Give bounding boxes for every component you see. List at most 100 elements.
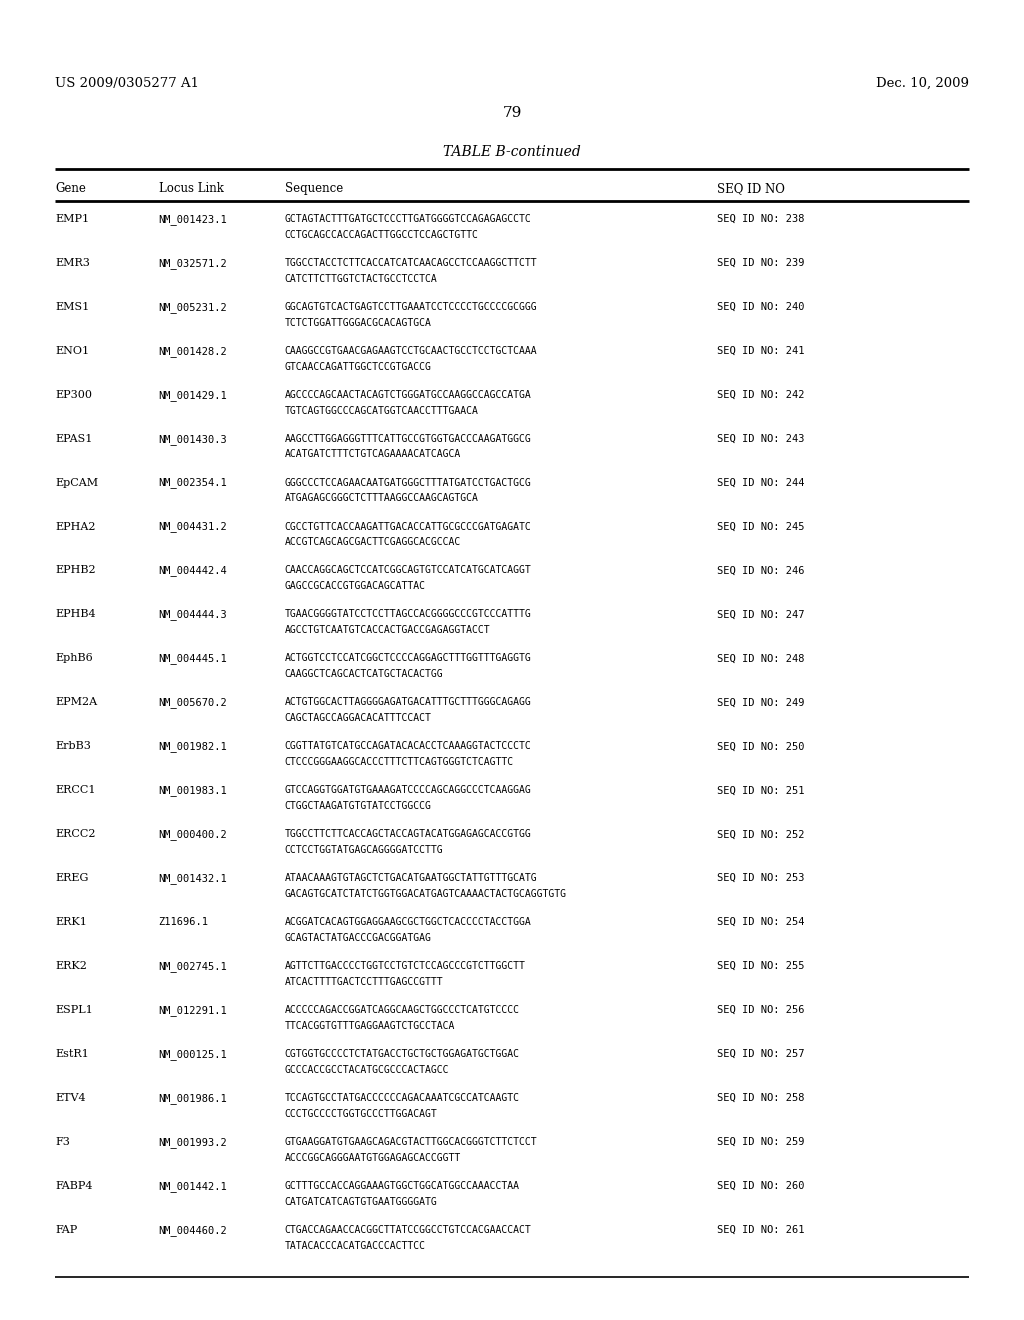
Text: SEQ ID NO: 260: SEQ ID NO: 260: [717, 1181, 804, 1191]
Text: NM_001432.1: NM_001432.1: [159, 874, 227, 884]
Text: SEQ ID NO: 238: SEQ ID NO: 238: [717, 214, 804, 224]
Text: AGCCTGTCAATGTCACCACTGACCGAGAGGTACCT: AGCCTGTCAATGTCACCACTGACCGAGAGGTACCT: [285, 626, 490, 635]
Text: CGCCTGTTCACCAAGATTGACACCATTGCGCCCGATGAGATC: CGCCTGTTCACCAAGATTGACACCATTGCGCCCGATGAGA…: [285, 521, 531, 532]
Text: NM_001982.1: NM_001982.1: [159, 742, 227, 752]
Text: ACCCGGCAGGGAATGTGGAGAGCACCGGTT: ACCCGGCAGGGAATGTGGAGAGCACCGGTT: [285, 1152, 461, 1163]
Text: Z11696.1: Z11696.1: [159, 917, 209, 927]
Text: GTGAAGGATGTGAAGCAGACGTACTTGGCACGGGTCTTCTCCT: GTGAAGGATGTGAAGCAGACGTACTTGGCACGGGTCTTCT…: [285, 1137, 538, 1147]
Text: NM_001983.1: NM_001983.1: [159, 785, 227, 796]
Text: CATGATCATCAGTGTGAATGGGGATG: CATGATCATCAGTGTGAATGGGGATG: [285, 1197, 437, 1206]
Text: NM_002745.1: NM_002745.1: [159, 961, 227, 972]
Text: SEQ ID NO: 241: SEQ ID NO: 241: [717, 346, 804, 355]
Text: ERK1: ERK1: [55, 917, 87, 927]
Text: SEQ ID NO: 239: SEQ ID NO: 239: [717, 257, 804, 268]
Text: GCTTTGCCACCAGGAAAGTGGCTGGCATGGCCAAACCTAA: GCTTTGCCACCAGGAAAGTGGCTGGCATGGCCAAACCTAA: [285, 1181, 519, 1191]
Text: NM_001423.1: NM_001423.1: [159, 214, 227, 224]
Text: NM_004445.1: NM_004445.1: [159, 653, 227, 664]
Text: CTGACCAGAACCACGGCTTATCCGGCCTGTCCACGAACCACT: CTGACCAGAACCACGGCTTATCCGGCCTGTCCACGAACCA…: [285, 1225, 531, 1234]
Text: CCCTGCCCCTGGTGCCCTTGGACAGT: CCCTGCCCCTGGTGCCCTTGGACAGT: [285, 1109, 437, 1119]
Text: SEQ ID NO: 261: SEQ ID NO: 261: [717, 1225, 804, 1234]
Text: EP300: EP300: [55, 389, 92, 400]
Text: CAACCAGGCAGCTCCATCGGCAGTGTCCATCATGCATCAGGT: CAACCAGGCAGCTCCATCGGCAGTGTCCATCATGCATCAG…: [285, 565, 531, 576]
Text: CAAGGCTCAGCACTCATGCTACACTGG: CAAGGCTCAGCACTCATGCTACACTGG: [285, 669, 443, 680]
Text: NM_001442.1: NM_001442.1: [159, 1181, 227, 1192]
Text: AGTTCTTGACCCCTGGTCCTGTCTCCAGCCCGTCTTGGCTT: AGTTCTTGACCCCTGGTCCTGTCTCCAGCCCGTCTTGGCT…: [285, 961, 525, 972]
Text: SEQ ID NO: 248: SEQ ID NO: 248: [717, 653, 804, 664]
Text: NM_004431.2: NM_004431.2: [159, 521, 227, 532]
Text: SEQ ID NO: 255: SEQ ID NO: 255: [717, 961, 804, 972]
Text: NM_001986.1: NM_001986.1: [159, 1093, 227, 1104]
Text: NM_000400.2: NM_000400.2: [159, 829, 227, 840]
Text: Gene: Gene: [55, 182, 86, 195]
Text: TTCACGGTGTTTGAGGAAGTCTGCCTACA: TTCACGGTGTTTGAGGAAGTCTGCCTACA: [285, 1020, 455, 1031]
Text: TGGCCTTCTTCACCAGCTACCAGTACATGGAGAGCACCGTGG: TGGCCTTCTTCACCAGCTACCAGTACATGGAGAGCACCGT…: [285, 829, 531, 840]
Text: NM_004460.2: NM_004460.2: [159, 1225, 227, 1236]
Text: CCTGCAGCCACCAGACTTGGCCTCCAGCTGTTC: CCTGCAGCCACCAGACTTGGCCTCCAGCTGTTC: [285, 230, 478, 240]
Text: NM_032571.2: NM_032571.2: [159, 257, 227, 269]
Text: Locus Link: Locus Link: [159, 182, 223, 195]
Text: GGGCCCTCCAGAACAATGATGGGCTTTATGATCCTGACTGCG: GGGCCCTCCAGAACAATGATGGGCTTTATGATCCTGACTG…: [285, 478, 531, 487]
Text: FABP4: FABP4: [55, 1181, 93, 1191]
Text: SEQ ID NO: 257: SEQ ID NO: 257: [717, 1049, 804, 1059]
Text: SEQ ID NO: 243: SEQ ID NO: 243: [717, 433, 804, 444]
Text: NM_001430.3: NM_001430.3: [159, 433, 227, 445]
Text: EPHA2: EPHA2: [55, 521, 96, 532]
Text: ESPL1: ESPL1: [55, 1005, 93, 1015]
Text: SEQ ID NO: 258: SEQ ID NO: 258: [717, 1093, 804, 1104]
Text: CATCTTCTTGGTCTACTGCCTCCTCA: CATCTTCTTGGTCTACTGCCTCCTCA: [285, 273, 437, 284]
Text: SEQ ID NO: 242: SEQ ID NO: 242: [717, 389, 804, 400]
Text: NM_004444.3: NM_004444.3: [159, 610, 227, 620]
Text: TATACACCCACATGACCCACTTCC: TATACACCCACATGACCCACTTCC: [285, 1241, 426, 1250]
Text: NM_012291.1: NM_012291.1: [159, 1005, 227, 1016]
Text: Dec. 10, 2009: Dec. 10, 2009: [876, 77, 969, 90]
Text: ATCACTTTTGACTCCTTTGAGCCGTTT: ATCACTTTTGACTCCTTTGAGCCGTTT: [285, 977, 443, 987]
Text: ERCC2: ERCC2: [55, 829, 96, 840]
Text: SEQ ID NO: SEQ ID NO: [717, 182, 784, 195]
Text: SEQ ID NO: 252: SEQ ID NO: 252: [717, 829, 804, 840]
Text: ERK2: ERK2: [55, 961, 87, 972]
Text: NM_001428.2: NM_001428.2: [159, 346, 227, 356]
Text: GCCCACCGCCTACATGCGCCCACTAGCC: GCCCACCGCCTACATGCGCCCACTAGCC: [285, 1065, 450, 1074]
Text: SEQ ID NO: 259: SEQ ID NO: 259: [717, 1137, 804, 1147]
Text: ACATGATCTTTCTGTCAGAAAACATCAGCA: ACATGATCTTTCTGTCAGAAAACATCAGCA: [285, 449, 461, 459]
Text: EpCAM: EpCAM: [55, 478, 98, 487]
Text: TGAACGGGGTATCCTCCTTAGCCACGGGGCCCGTCCCATTTG: TGAACGGGGTATCCTCCTTAGCCACGGGGCCCGTCCCATT…: [285, 610, 531, 619]
Text: TGGCCTACCTCTTCACCATCATCAACAGCCTCCAAGGCTTCTT: TGGCCTACCTCTTCACCATCATCAACAGCCTCCAAGGCTT…: [285, 257, 538, 268]
Text: EPAS1: EPAS1: [55, 433, 92, 444]
Text: ACCGTCAGCAGCGACTTCGAGGCACGCCAC: ACCGTCAGCAGCGACTTCGAGGCACGCCAC: [285, 537, 461, 548]
Text: EstR1: EstR1: [55, 1049, 89, 1059]
Text: SEQ ID NO: 245: SEQ ID NO: 245: [717, 521, 804, 532]
Text: CAAGGCCGTGAACGAGAAGTCCTGCAACTGCCTCCTGCTCAAA: CAAGGCCGTGAACGAGAAGTCCTGCAACTGCCTCCTGCTC…: [285, 346, 538, 355]
Text: AGCCCCAGCAACTACAGTCTGGGATGCCAAGGCCAGCCATGA: AGCCCCAGCAACTACAGTCTGGGATGCCAAGGCCAGCCAT…: [285, 389, 531, 400]
Text: SEQ ID NO: 256: SEQ ID NO: 256: [717, 1005, 804, 1015]
Text: ATAACAAAGTGTAGCTCTGACATGAATGGCTATTGTTTGCATG: ATAACAAAGTGTAGCTCTGACATGAATGGCTATTGTTTGC…: [285, 874, 538, 883]
Text: TCTCTGGATTGGGACGCACAGTGCA: TCTCTGGATTGGGACGCACAGTGCA: [285, 318, 431, 327]
Text: 79: 79: [503, 106, 521, 120]
Text: US 2009/0305277 A1: US 2009/0305277 A1: [55, 77, 200, 90]
Text: GTCCAGGTGGATGTGAAAGATCCCCAGCAGGCCCTCAAGGAG: GTCCAGGTGGATGTGAAAGATCCCCAGCAGGCCCTCAAGG…: [285, 785, 531, 795]
Text: SEQ ID NO: 240: SEQ ID NO: 240: [717, 302, 804, 312]
Text: EREG: EREG: [55, 874, 89, 883]
Text: ACGGATCACAGTGGAGGAAGCGCTGGCTCACCCCTACCTGGA: ACGGATCACAGTGGAGGAAGCGCTGGCTCACCCCTACCTG…: [285, 917, 531, 927]
Text: SEQ ID NO: 253: SEQ ID NO: 253: [717, 874, 804, 883]
Text: NM_005670.2: NM_005670.2: [159, 697, 227, 709]
Text: EPHB2: EPHB2: [55, 565, 96, 576]
Text: EMP1: EMP1: [55, 214, 89, 224]
Text: CCTCCTGGTATGAGCAGGGGATCCTTG: CCTCCTGGTATGAGCAGGGGATCCTTG: [285, 845, 443, 855]
Text: SEQ ID NO: 246: SEQ ID NO: 246: [717, 565, 804, 576]
Text: AAGCCTTGGAGGGTTTCATTGCCGTGGTGACCCAAGATGGCG: AAGCCTTGGAGGGTTTCATTGCCGTGGTGACCCAAGATGG…: [285, 433, 531, 444]
Text: ACCCCCAGACCGGATCAGGCAAGCTGGCCCTCATGTCCCC: ACCCCCAGACCGGATCAGGCAAGCTGGCCCTCATGTCCCC: [285, 1005, 519, 1015]
Text: TGTCAGTGGCCCAGCATGGTCAACCTTTGAACA: TGTCAGTGGCCCAGCATGGTCAACCTTTGAACA: [285, 405, 478, 416]
Text: SEQ ID NO: 251: SEQ ID NO: 251: [717, 785, 804, 795]
Text: GCTAGTACTTTGATGCTCCCTTGATGGGGTCCAGAGAGCCTC: GCTAGTACTTTGATGCTCCCTTGATGGGGTCCAGAGAGCC…: [285, 214, 531, 224]
Text: CTGGCTAAGATGTGTATCCTGGCCG: CTGGCTAAGATGTGTATCCTGGCCG: [285, 801, 431, 810]
Text: GACAGTGCATCTATCTGGTGGACATGAGTCAAAACTACTGCAGGTGTG: GACAGTGCATCTATCTGGTGGACATGAGTCAAAACTACTG…: [285, 890, 566, 899]
Text: ErbB3: ErbB3: [55, 742, 91, 751]
Text: EMR3: EMR3: [55, 257, 90, 268]
Text: GAGCCGCACCGTGGACAGCATTAC: GAGCCGCACCGTGGACAGCATTAC: [285, 581, 426, 591]
Text: FAP: FAP: [55, 1225, 78, 1234]
Text: EMS1: EMS1: [55, 302, 89, 312]
Text: NM_005231.2: NM_005231.2: [159, 302, 227, 313]
Text: EphB6: EphB6: [55, 653, 93, 664]
Text: TCCAGTGCCTATGACCCCCCAGACAAATCGCCATCAAGTC: TCCAGTGCCTATGACCCCCCAGACAAATCGCCATCAAGTC: [285, 1093, 519, 1104]
